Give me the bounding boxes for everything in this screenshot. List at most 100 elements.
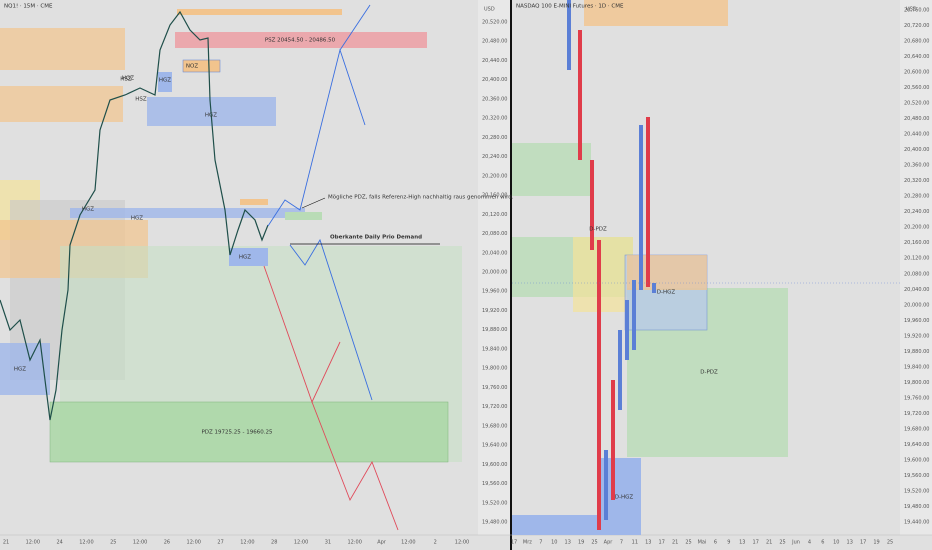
zone	[512, 143, 591, 196]
zone-label: HGZ	[159, 78, 171, 84]
time-label: 24	[56, 540, 62, 546]
zone-label: PSZ 20454.50 - 20486.50	[265, 38, 336, 44]
time-label: 31	[325, 540, 331, 546]
time-label: Mrz	[523, 540, 532, 546]
zone-label: D-PDZ	[700, 370, 718, 376]
time-label: 25	[591, 540, 597, 546]
price-label: 20,480.00	[904, 116, 929, 122]
price-label: 20,320.00	[904, 178, 929, 184]
time-label: 4	[808, 540, 811, 546]
price-label: 19,960.00	[482, 289, 507, 295]
price-label: 19,840.00	[904, 364, 929, 370]
price-label: 19,440.00	[904, 520, 929, 526]
time-label: 19	[578, 540, 584, 546]
price-label: 19,720.00	[904, 411, 929, 417]
price-label: 20,240.00	[482, 154, 507, 160]
price-label: 19,680.00	[904, 426, 929, 432]
zone	[573, 237, 633, 312]
price-label: 20,280.00	[482, 135, 507, 141]
time-label: 17	[659, 540, 665, 546]
price-label: 19,800.00	[482, 366, 507, 372]
time-label: 19	[873, 540, 879, 546]
price-label: 20,440.00	[482, 58, 507, 64]
price-label: 19,560.00	[482, 481, 507, 487]
zone	[175, 32, 427, 48]
time-label: Apr	[377, 540, 387, 546]
price-label: 19,760.00	[482, 385, 507, 391]
price-label: 20,360.00	[482, 96, 507, 102]
price-label: 20,040.00	[482, 250, 507, 256]
zone-label: D-HGZ	[615, 495, 634, 501]
time-label: 13	[565, 540, 571, 546]
price-label: 20,600.00	[904, 70, 929, 76]
zone	[0, 28, 125, 70]
zone	[512, 515, 600, 535]
time-label: 13	[645, 540, 651, 546]
zone	[0, 86, 123, 122]
price-label: 20,560.00	[904, 85, 929, 91]
price-label: 20,160.00	[482, 193, 507, 199]
zone	[584, 0, 728, 26]
price-label: 19,480.00	[904, 504, 929, 510]
time-label: Jun	[791, 540, 800, 546]
time-label: 10	[833, 540, 839, 546]
price-label: 19,760.00	[904, 395, 929, 401]
time-label: 9	[727, 540, 730, 546]
price-label: 19,480.00	[482, 520, 507, 526]
currency: USD	[906, 7, 917, 13]
zone	[240, 199, 268, 205]
zone	[49, 401, 449, 463]
price-label: 20,000.00	[904, 302, 929, 308]
price-label: 20,360.00	[904, 163, 929, 169]
annotation: Mögliche PDZ, falls Referenz-High nachha…	[328, 195, 514, 201]
price-label: 19,520.00	[482, 500, 507, 506]
zone-label: D-PDZ	[589, 227, 607, 233]
time-label: 13	[739, 540, 745, 546]
time-label: 25	[779, 540, 785, 546]
time-label: 12:00	[79, 540, 93, 546]
price-label: 20,080.00	[482, 231, 507, 237]
price-label: 20,120.00	[482, 212, 507, 218]
price-label: 20,760.00	[904, 8, 929, 14]
right-zones	[512, 0, 788, 535]
price-label: 20,000.00	[482, 270, 507, 276]
time-label: 10	[551, 540, 557, 546]
price-label: 19,560.00	[904, 473, 929, 479]
time-label: 12:00	[240, 540, 254, 546]
time-label: 12:00	[347, 540, 361, 546]
price-label: 19,800.00	[904, 380, 929, 386]
price-label: 19,640.00	[482, 443, 507, 449]
zone	[158, 72, 172, 92]
time-label: 11	[632, 540, 638, 546]
price-label: 20,320.00	[482, 116, 507, 122]
price-label: 20,480.00	[482, 39, 507, 45]
zone-label: HSZ	[135, 97, 147, 103]
time-label: 21	[766, 540, 772, 546]
time-label: 12:00	[401, 540, 415, 546]
time-label: Mai	[698, 540, 707, 546]
time-label: 21	[3, 540, 9, 546]
price-label: 20,400.00	[482, 77, 507, 83]
zone	[182, 59, 221, 73]
time-label: 6	[821, 540, 824, 546]
price-label: 20,520.00	[482, 20, 507, 26]
zone-label: HGZ	[82, 207, 94, 213]
price-label: 20,200.00	[482, 173, 507, 179]
price-label: 20,720.00	[904, 23, 929, 29]
time-label: 17	[860, 540, 866, 546]
price-label: 19,600.00	[482, 462, 507, 468]
zone-label: D-HGZ	[657, 290, 676, 296]
price-label: 20,440.00	[904, 132, 929, 138]
time-label: 12:00	[455, 540, 469, 546]
zone-label: HGZ	[122, 76, 134, 82]
candles	[567, 0, 656, 530]
price-label: 20,200.00	[904, 225, 929, 231]
currency: USD	[484, 7, 495, 13]
time-label: 17	[753, 540, 759, 546]
zone	[70, 208, 305, 218]
time-label: 27	[217, 540, 223, 546]
time-label: 28	[271, 540, 277, 546]
time-label: 25	[685, 540, 691, 546]
annotation: Oberkante Daily Prio Demand	[330, 235, 422, 241]
